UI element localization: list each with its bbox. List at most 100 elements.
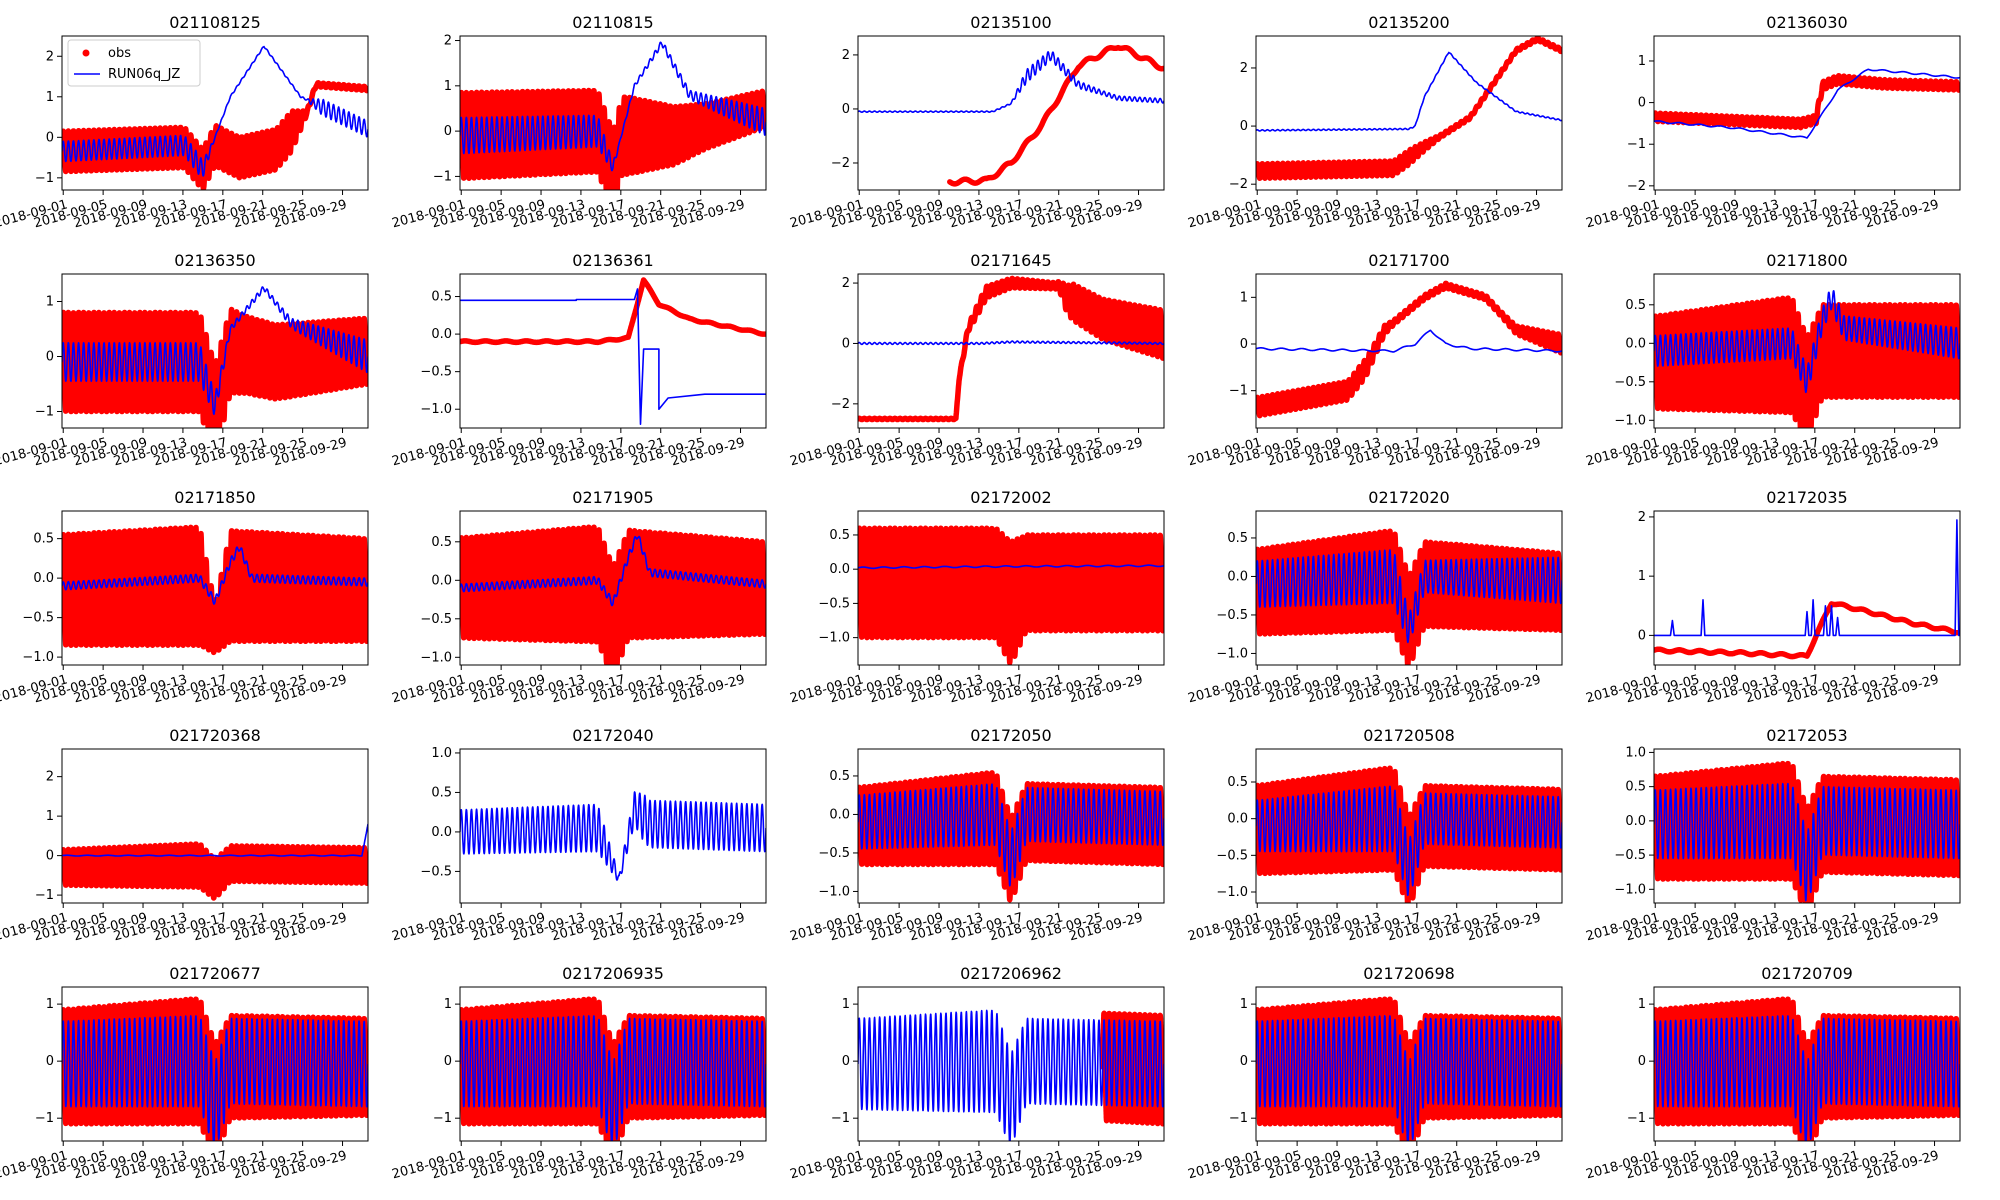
y-tick-label: 0 [1240, 119, 1248, 134]
run-series [1256, 329, 1562, 353]
obs-series [1654, 72, 1960, 131]
axes-frame [1653, 986, 1961, 1142]
subplot-02171700: 02171700−1012018-09-012018-09-052018-09-… [1186, 251, 1563, 469]
run-series [62, 1015, 368, 1141]
y-tick-label: 1 [46, 90, 54, 105]
y-tick-label: 0.5 [431, 290, 452, 305]
subplot-02136361: 02136361−1.0−0.50.00.52018-09-012018-09-… [390, 251, 767, 469]
y-tick-label: 0 [46, 350, 54, 365]
legend-obs-marker [82, 49, 90, 57]
y-tick-label: 0 [842, 1054, 850, 1069]
y-tick-label: 0.0 [1625, 336, 1646, 351]
y-tick-label: −1 [433, 1111, 452, 1126]
y-tick-label: 1 [1638, 997, 1646, 1012]
run-series [858, 783, 1164, 887]
y-tick-label: −0.5 [1216, 848, 1248, 863]
subplot-title: 02110815 [572, 13, 653, 32]
y-tick-label: 2 [842, 48, 850, 63]
axes-frame [857, 986, 1165, 1142]
y-tick-label: 0.5 [431, 535, 452, 550]
y-tick-label: −1 [1627, 137, 1646, 152]
obs-series [1654, 601, 1960, 660]
y-tick-label: 2 [842, 276, 850, 291]
y-tick-label: 1 [46, 295, 54, 310]
run-series [858, 51, 1164, 113]
subplot-021720368: 021720368−10122018-09-012018-09-052018-0… [0, 726, 369, 944]
run-series [1256, 51, 1562, 132]
subplot-title: 02172053 [1766, 726, 1847, 745]
y-tick-label: 1 [842, 997, 850, 1012]
obs-series [62, 841, 368, 901]
y-tick-label: 2 [46, 49, 54, 64]
y-tick-label: −1 [1229, 384, 1248, 399]
y-tick-label: −1.0 [1216, 885, 1248, 900]
axes-frame [1255, 35, 1563, 191]
subplot-title: 02136350 [174, 251, 255, 270]
axes-frame [459, 986, 767, 1142]
y-tick-label: 0.5 [431, 785, 452, 800]
subplot-02110815: 02110815−10122018-09-012018-09-052018-09… [390, 13, 767, 231]
subplot-021720709: 021720709−1012018-09-012018-09-052018-09… [1584, 964, 1961, 1182]
axes-frame [1653, 748, 1961, 904]
y-tick-label: 0.0 [829, 562, 850, 577]
y-tick-label: 2 [1240, 61, 1248, 76]
subplot-0217206935: 0217206935−1012018-09-012018-09-052018-0… [390, 964, 767, 1182]
y-tick-label: −1.0 [818, 884, 850, 899]
y-tick-label: 0.5 [33, 532, 54, 547]
subplot-title: 02172020 [1368, 488, 1449, 507]
y-tick-label: 0.5 [1227, 531, 1248, 546]
run-series [1654, 782, 1960, 902]
y-tick-label: −1 [35, 405, 54, 420]
subplot-02172040: 02172040−0.50.00.51.02018-09-012018-09-0… [390, 726, 767, 944]
run-series [460, 535, 766, 607]
run-series [460, 41, 766, 172]
y-tick-label: 0 [46, 1054, 54, 1069]
subplot-021720508: 021720508−1.0−0.50.00.52018-09-012018-09… [1186, 726, 1563, 944]
y-tick-label: 1 [1240, 997, 1248, 1012]
y-tick-label: −1.0 [1614, 413, 1646, 428]
subplot-title: 02135200 [1368, 13, 1449, 32]
obs-series [858, 275, 1164, 423]
y-tick-label: 0.5 [829, 769, 850, 784]
y-tick-label: 0 [1240, 1054, 1248, 1069]
y-tick-label: −1.0 [420, 650, 452, 665]
run-series [460, 288, 766, 425]
obs-series [1256, 36, 1562, 181]
subplot-02172035: 021720350122018-09-012018-09-052018-09-0… [1584, 488, 1961, 706]
subplot-021108125: 021108125−10122018-09-012018-09-052018-0… [0, 13, 369, 231]
y-tick-label: −0.5 [420, 612, 452, 627]
y-tick-label: 0.5 [1625, 780, 1646, 795]
y-tick-label: 0 [1240, 337, 1248, 352]
run-series [62, 823, 368, 857]
axes-frame [1653, 510, 1961, 666]
axes-frame [857, 35, 1165, 191]
y-tick-label: −1 [1229, 1111, 1248, 1126]
y-tick-label: 0 [842, 336, 850, 351]
axes-frame [459, 748, 767, 904]
subplot-02172050: 02172050−1.0−0.50.00.52018-09-012018-09-… [788, 726, 1165, 944]
y-tick-label: 0.0 [1625, 814, 1646, 829]
subplot-02136350: 02136350−1012018-09-012018-09-052018-09-… [0, 251, 369, 469]
y-tick-label: −0.5 [1614, 375, 1646, 390]
legend: obs RUN06q_JZ [67, 39, 201, 87]
run-series [62, 286, 368, 415]
y-tick-label: 0 [444, 1054, 452, 1069]
y-tick-label: 2 [444, 34, 452, 49]
y-tick-label: −1 [35, 171, 54, 186]
y-tick-label: −2 [831, 156, 850, 171]
subplot-02172053: 02172053−1.0−0.50.00.51.02018-09-012018-… [1584, 726, 1961, 944]
subplot-title: 02135100 [970, 13, 1051, 32]
obs-series [947, 44, 1164, 187]
obs-series [858, 525, 1164, 665]
y-tick-label: 1 [444, 79, 452, 94]
run-series [1256, 785, 1562, 896]
y-tick-label: 0.0 [829, 807, 850, 822]
y-tick-label: −2 [1229, 177, 1248, 192]
legend-obs-label: obs [108, 46, 131, 61]
y-tick-label: −1.0 [1216, 646, 1248, 661]
y-tick-label: 1 [1638, 54, 1646, 69]
y-tick-label: −2 [1627, 179, 1646, 194]
y-tick-label: 0 [46, 130, 54, 145]
y-tick-label: −1.0 [818, 631, 850, 646]
